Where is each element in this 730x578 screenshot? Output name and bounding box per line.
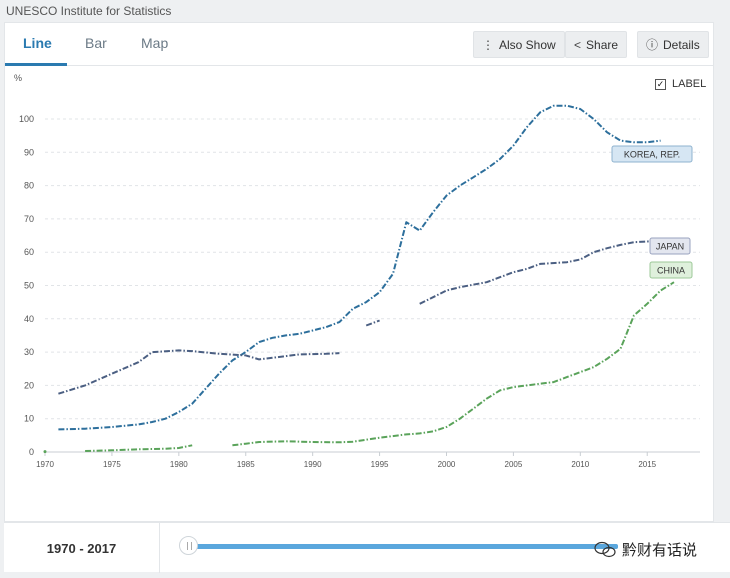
range-slider-start-handle[interactable] — [179, 536, 198, 555]
label-toggle[interactable]: ✓ LABEL — [655, 78, 706, 90]
share-icon: < — [574, 37, 582, 52]
y-tick-label: 20 — [24, 380, 34, 390]
tab-bar[interactable]: Bar — [85, 35, 107, 51]
details-button[interactable]: ⓘ Details — [637, 31, 709, 58]
y-tick-label: 90 — [24, 147, 34, 157]
more-vertical-icon: ⋮ — [482, 37, 494, 52]
view-tabs: Line Bar Map ⋮ Also Show < Share ⓘ Detai… — [5, 23, 713, 66]
series-label-box-korea — [611, 145, 693, 163]
also-show-label: Also Show — [499, 37, 556, 52]
label-checkbox[interactable]: ✓ — [655, 78, 666, 90]
series-line-korea — [58, 104, 661, 431]
y-tick-label: 0 — [29, 447, 34, 457]
chart-panel: Line Bar Map ⋮ Also Show < Share ⓘ Detai… — [4, 22, 714, 522]
series-point-china — [43, 450, 47, 454]
series-label-box-japan — [649, 237, 691, 255]
time-range-bar: 1970 - 2017 黔财有话说 — [4, 522, 730, 573]
range-slider-track[interactable] — [188, 544, 618, 549]
x-tick-label: 1975 — [103, 460, 121, 469]
series-line-japan — [419, 239, 661, 305]
y-tick-label: 40 — [24, 314, 34, 324]
x-tick-label: 1985 — [237, 460, 255, 469]
share-label: Share — [586, 37, 619, 52]
series-label-korea: KOREA, REP. — [624, 150, 680, 160]
label-toggle-text: LABEL — [672, 78, 707, 90]
watermark: 黔财有话说 — [594, 539, 697, 560]
y-tick-label: 50 — [24, 281, 34, 291]
x-tick-label: 1970 — [36, 460, 54, 469]
x-tick-label: 2000 — [438, 460, 456, 469]
tab-map[interactable]: Map — [141, 35, 169, 51]
tab-line[interactable]: Line — [23, 35, 52, 51]
watermark-text: 黔财有话说 — [622, 541, 698, 559]
series-label-china: CHINA — [657, 266, 685, 276]
x-tick-label: 1980 — [170, 460, 188, 469]
y-tick-label: 60 — [24, 247, 34, 257]
share-button[interactable]: < Share — [565, 31, 628, 58]
year-range-label: 1970 - 2017 — [4, 523, 160, 573]
wechat-icon — [594, 541, 616, 557]
series-line-japan — [58, 349, 340, 395]
x-tick-label: 2015 — [638, 460, 656, 469]
info-icon: ⓘ — [646, 38, 659, 52]
series-line-china — [85, 444, 193, 452]
y-tick-label: 70 — [24, 214, 34, 224]
y-tick-label: 100 — [19, 114, 34, 124]
x-tick-label: 2010 — [571, 460, 589, 469]
x-tick-label: 1990 — [304, 460, 322, 469]
line-chart: % 0 10 20 30 40 50 60 70 80 90 100 1970 1975 1980 1985 1… — [14, 73, 700, 469]
active-tab-indicator — [5, 63, 67, 66]
series-line-china — [232, 281, 675, 447]
y-tick-label: 30 — [24, 347, 34, 357]
y-tick-label: 10 — [24, 414, 34, 424]
y-tick-label: 80 — [24, 181, 34, 191]
source-title: UNESCO Institute for Statistics — [6, 4, 172, 18]
series-label-box-china — [649, 261, 693, 279]
x-tick-label: 1995 — [371, 460, 389, 469]
details-label: Details — [663, 37, 700, 52]
also-show-button[interactable]: ⋮ Also Show — [473, 31, 565, 58]
y-unit-label: % — [14, 73, 22, 83]
series-line-japan — [365, 319, 380, 327]
x-tick-label: 2005 — [505, 460, 523, 469]
series-label-japan: JAPAN — [656, 242, 684, 252]
